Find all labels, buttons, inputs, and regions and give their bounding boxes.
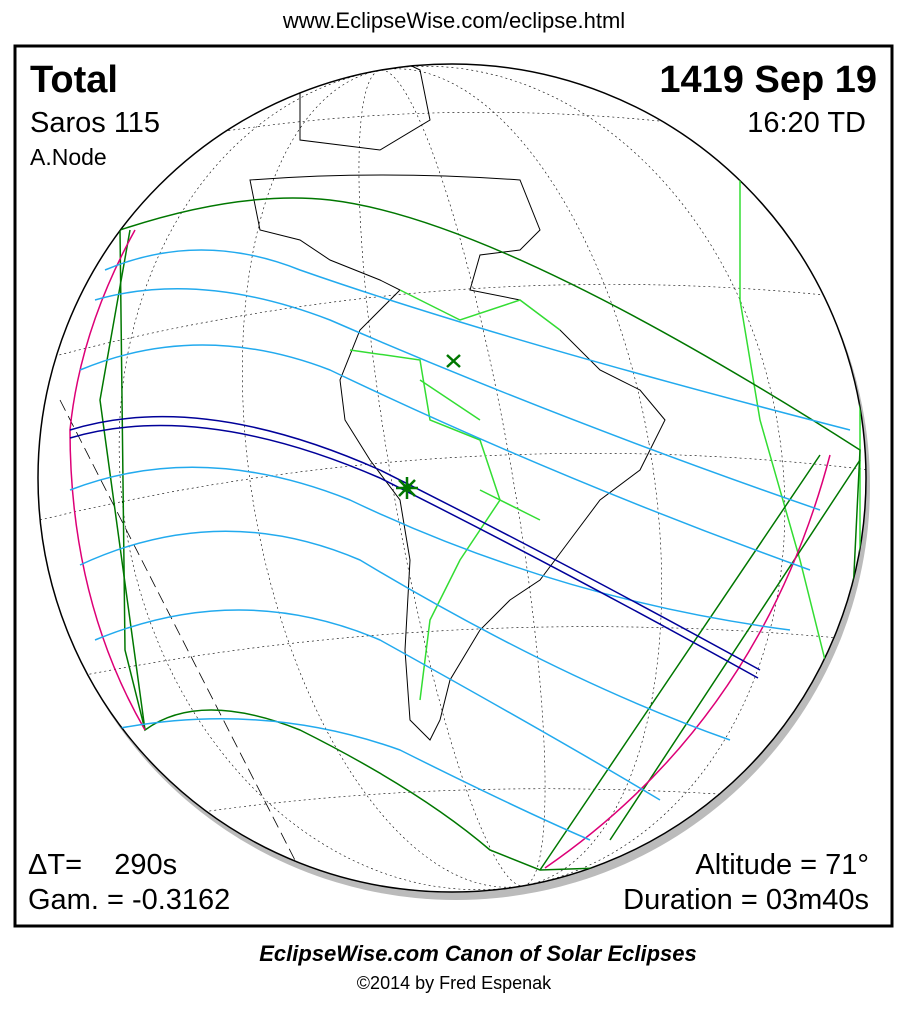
greatest-eclipse — [403, 484, 411, 492]
duration: Duration = 03m40s — [623, 884, 869, 916]
footer-title: EclipseWise.com Canon of Solar Eclipses — [259, 941, 697, 966]
altitude: Altitude = 71° — [695, 849, 869, 881]
globe-disc — [37, 63, 867, 893]
gamma: Gam. = -0.3162 — [28, 884, 230, 916]
frame — [13, 44, 894, 928]
eclipse-type: Total — [30, 59, 118, 101]
eclipse-date: 1419 Sep 19 — [659, 59, 877, 101]
delta-t: ΔT= 290s — [28, 849, 177, 881]
graticule — [39, 64, 866, 891]
footer-credit: ©2014 by Fred Espenak — [357, 973, 552, 993]
globe — [37, 63, 870, 900]
time: 16:20 TD — [747, 107, 866, 139]
node: A.Node — [30, 144, 107, 170]
saros: Saros 115 — [30, 107, 160, 139]
url: www.EclipseWise.com/eclipse.html — [282, 8, 625, 33]
